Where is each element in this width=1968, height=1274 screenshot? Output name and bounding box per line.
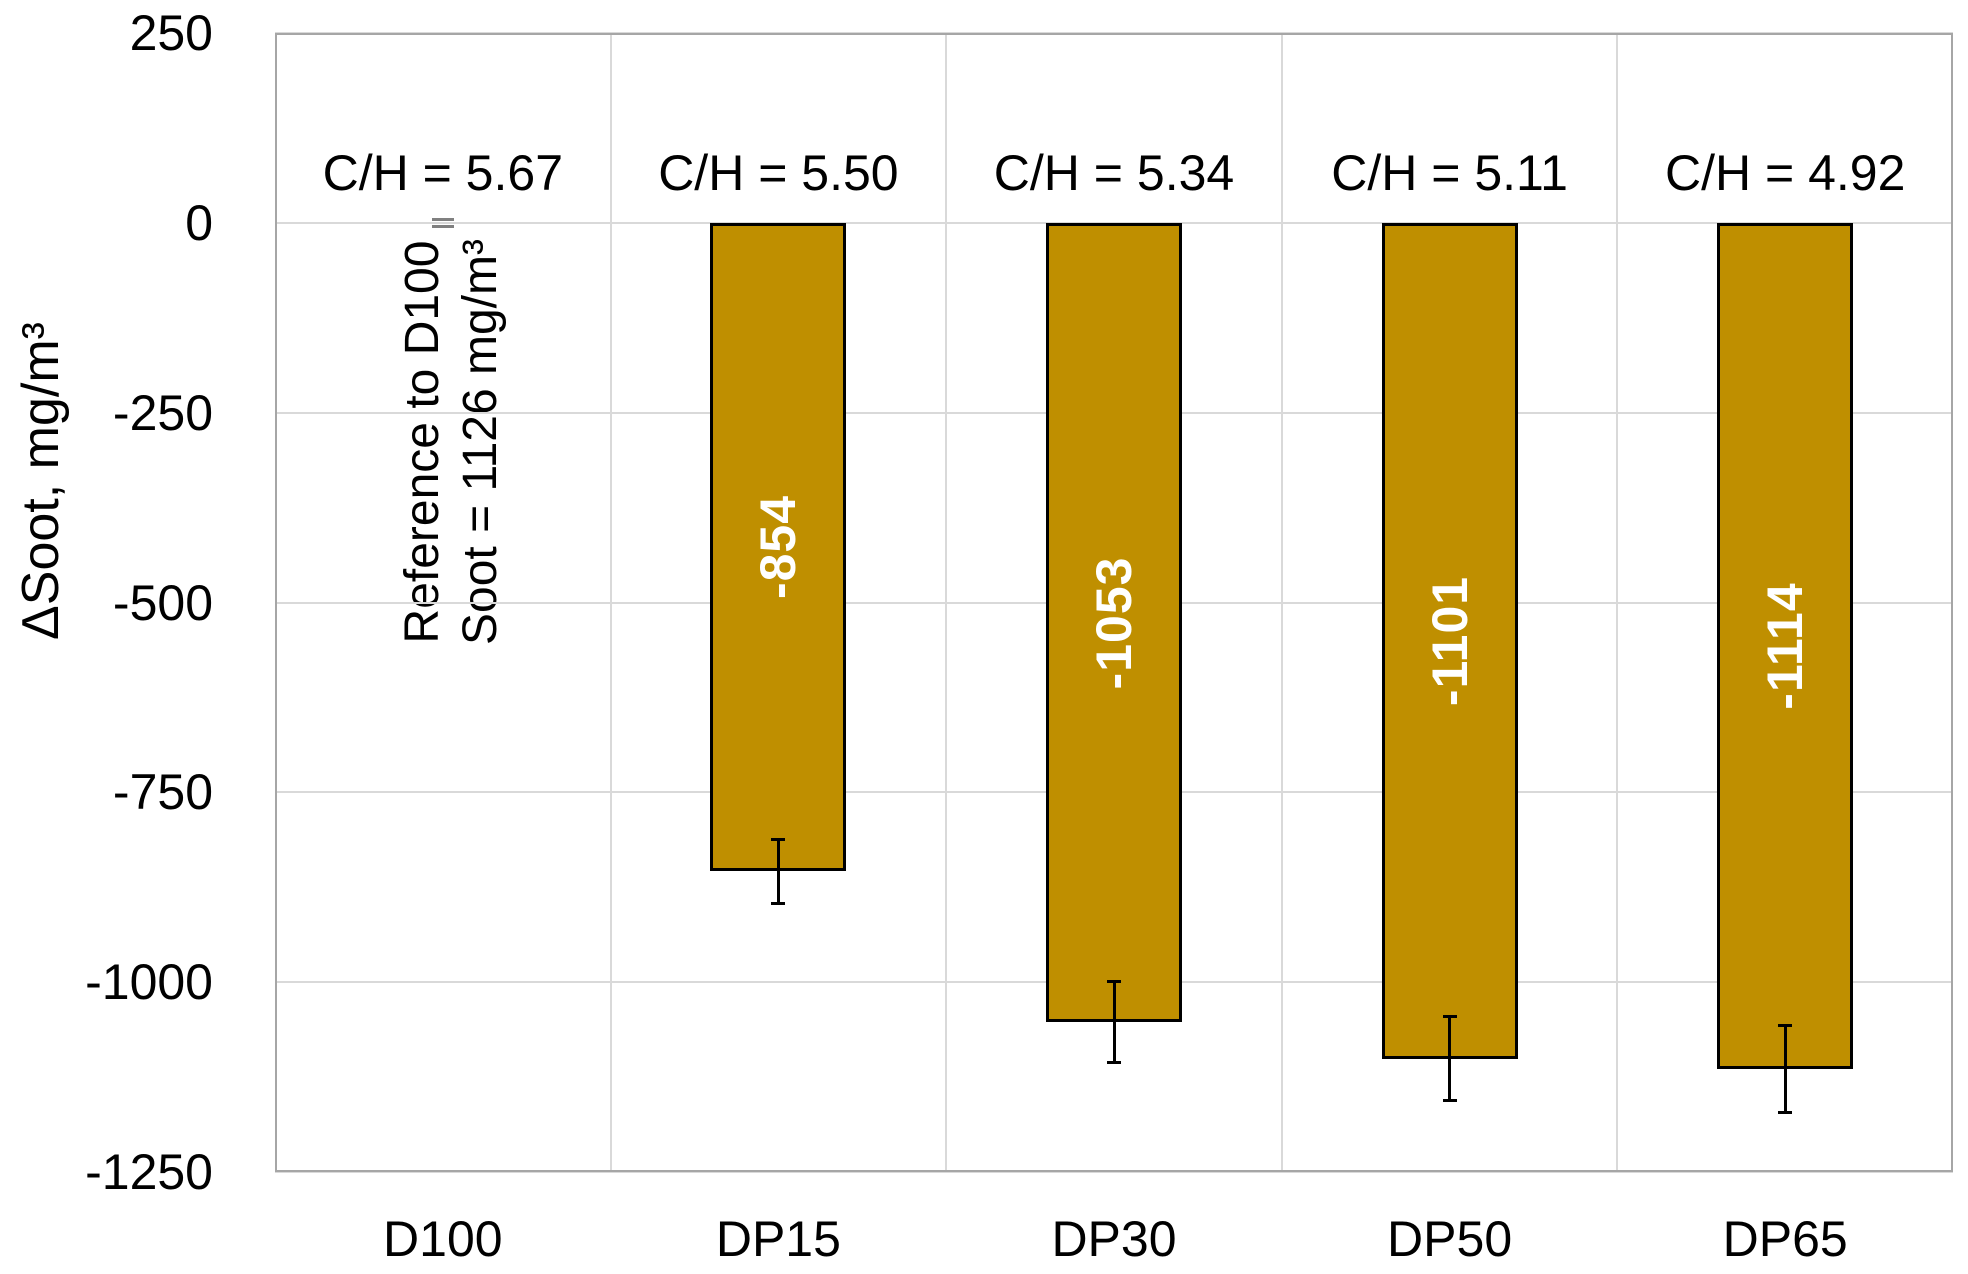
error-bar-cap-bottom <box>1442 1099 1457 1103</box>
bar-value-label: -1101 <box>1421 575 1478 706</box>
ch-ratio-label: C/H = 5.67 <box>322 145 563 201</box>
bar <box>1717 222 1854 1069</box>
gridline-vertical <box>1616 33 1619 1172</box>
error-bar-cap-top <box>1107 980 1121 984</box>
ch-ratio-label: C/H = 4.92 <box>1664 145 1906 201</box>
y-tick-label: -1250 <box>85 1144 213 1200</box>
d100-zero-bar-dash <box>431 217 454 228</box>
x-category-label: DP50 <box>1387 1211 1513 1267</box>
bar <box>1381 222 1518 1059</box>
bar <box>710 222 847 872</box>
y-tick-label: -750 <box>112 764 213 821</box>
ch-ratio-label: C/H = 5.50 <box>658 145 899 201</box>
error-bar <box>1112 981 1116 1064</box>
bar-value-label: -1053 <box>1086 556 1142 690</box>
gridline-horizontal <box>275 1171 1953 1173</box>
error-bar <box>1783 1024 1787 1113</box>
y-tick-label: -1000 <box>85 954 213 1011</box>
error-bar-cap-top <box>1778 1023 1793 1027</box>
error-bar-cap-top <box>771 837 786 841</box>
y-tick-label: 250 <box>129 5 213 61</box>
ch-ratio-label: C/H = 5.11 <box>1331 145 1568 201</box>
bar-value-label: -1114 <box>1757 582 1814 710</box>
ch-ratio-label: C/H = 5.34 <box>993 145 1235 201</box>
gridline-horizontal <box>275 32 1953 34</box>
error-bar-cap-bottom <box>1778 1110 1793 1114</box>
y-tick-label: 0 <box>185 194 213 251</box>
error-bar <box>1448 1016 1452 1102</box>
error-bar-cap-top <box>1442 1015 1457 1019</box>
reference-annotation-line1: Reference to D100 <box>396 240 449 644</box>
bar <box>1046 222 1182 1023</box>
gridline-vertical <box>1280 33 1283 1172</box>
y-tick-label: -250 <box>112 384 213 441</box>
reference-annotation: Reference to D100 Soot = 1126 mg/m³ <box>394 239 510 645</box>
gridline-vertical <box>609 33 612 1172</box>
x-category-label: DP15 <box>715 1211 841 1267</box>
error-bar-cap-bottom <box>1107 1061 1121 1065</box>
error-bar <box>776 838 780 904</box>
reference-annotation-line2: Soot = 1126 mg/m³ <box>454 239 507 645</box>
error-bar-cap-bottom <box>771 901 786 905</box>
x-category-label: DP30 <box>1051 1211 1177 1267</box>
x-category-label: DP65 <box>1722 1211 1848 1267</box>
gridline-vertical <box>945 33 948 1172</box>
bar-value-label: -854 <box>750 495 807 600</box>
y-tick-label: -500 <box>112 574 213 631</box>
x-category-label: D100 <box>383 1211 503 1267</box>
